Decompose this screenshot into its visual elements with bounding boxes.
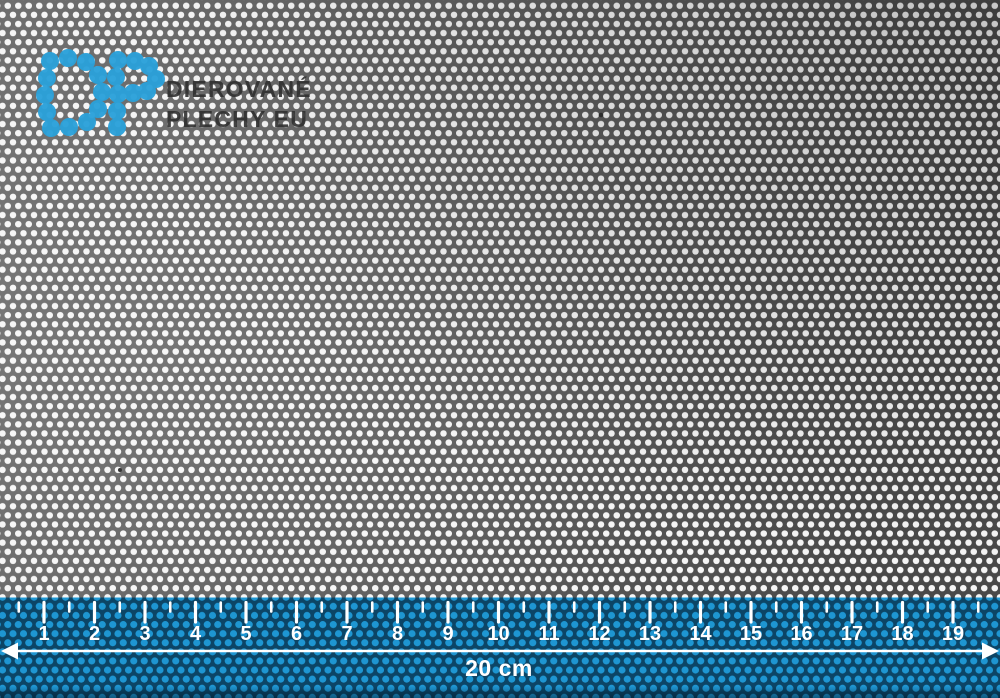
ruler-number: 14 xyxy=(689,623,712,645)
ruler-number: 12 xyxy=(588,623,610,645)
blemish-dot xyxy=(118,468,122,472)
ruler-number: 9 xyxy=(442,623,453,645)
ruler-number: 10 xyxy=(487,623,509,645)
logo-dot xyxy=(109,85,127,103)
ruler-number: 13 xyxy=(639,623,661,645)
ruler-ticks xyxy=(17,600,980,624)
ruler-number: 11 xyxy=(538,623,559,645)
ruler-number: 17 xyxy=(841,623,863,645)
ruler-number: 1 xyxy=(38,623,49,645)
logo-dot xyxy=(38,69,56,87)
logo-monogram-dp xyxy=(36,49,165,137)
logo-dot xyxy=(93,83,111,101)
ruler-number: 7 xyxy=(341,623,352,645)
logo-dot xyxy=(42,119,60,137)
ruler-number: 16 xyxy=(790,623,812,645)
ruler-number: 19 xyxy=(942,623,964,645)
logo-dot xyxy=(77,53,95,71)
logo-dot xyxy=(41,52,59,70)
logo-dot xyxy=(124,84,142,102)
logo-dot xyxy=(89,100,107,118)
logo-dot xyxy=(60,118,78,136)
arrow-right-icon xyxy=(982,642,999,660)
bottom-edge-shadow xyxy=(0,686,1000,698)
logo-dot xyxy=(126,52,144,70)
ruler-number: 8 xyxy=(392,623,403,645)
ruler-number: 5 xyxy=(240,623,251,645)
logo-dot xyxy=(138,82,156,100)
logo-dot xyxy=(38,103,56,121)
logo-dot xyxy=(108,102,126,120)
ruler-overlay: 1 2 3 4 5 6 7 8 9 10 11 12 13 14 15 16 17 18 19 20 cm xyxy=(0,597,1000,698)
logo-dot xyxy=(78,113,96,131)
ruler-total-label: 20 cm xyxy=(465,655,533,681)
blemish-dot xyxy=(598,112,604,118)
logo-dot xyxy=(59,49,77,67)
ruler-number: 3 xyxy=(139,623,150,645)
logo-dot xyxy=(109,51,127,69)
logo-text-line1: DIEROVANÉ xyxy=(166,75,312,102)
logo-dot xyxy=(108,118,126,136)
ruler-span-arrow xyxy=(1,642,999,660)
ruler-number: 2 xyxy=(89,623,100,645)
logo-text-line2: PLECHY EU xyxy=(166,106,308,132)
ruler-number: 6 xyxy=(291,623,302,645)
logo-dot xyxy=(107,68,125,86)
ruler-number: 18 xyxy=(891,623,913,645)
logo-dot xyxy=(36,86,54,104)
ruler-numbers: 1 2 3 4 5 6 7 8 9 10 11 12 13 14 15 16 17 18 19 xyxy=(38,623,964,645)
logo-dot xyxy=(89,66,107,84)
brand-logo: DIEROVANÉ PLECHY EU xyxy=(36,49,312,137)
ruler-number: 4 xyxy=(190,623,202,645)
ruler-number: 15 xyxy=(740,623,762,645)
arrow-left-icon xyxy=(1,642,18,660)
